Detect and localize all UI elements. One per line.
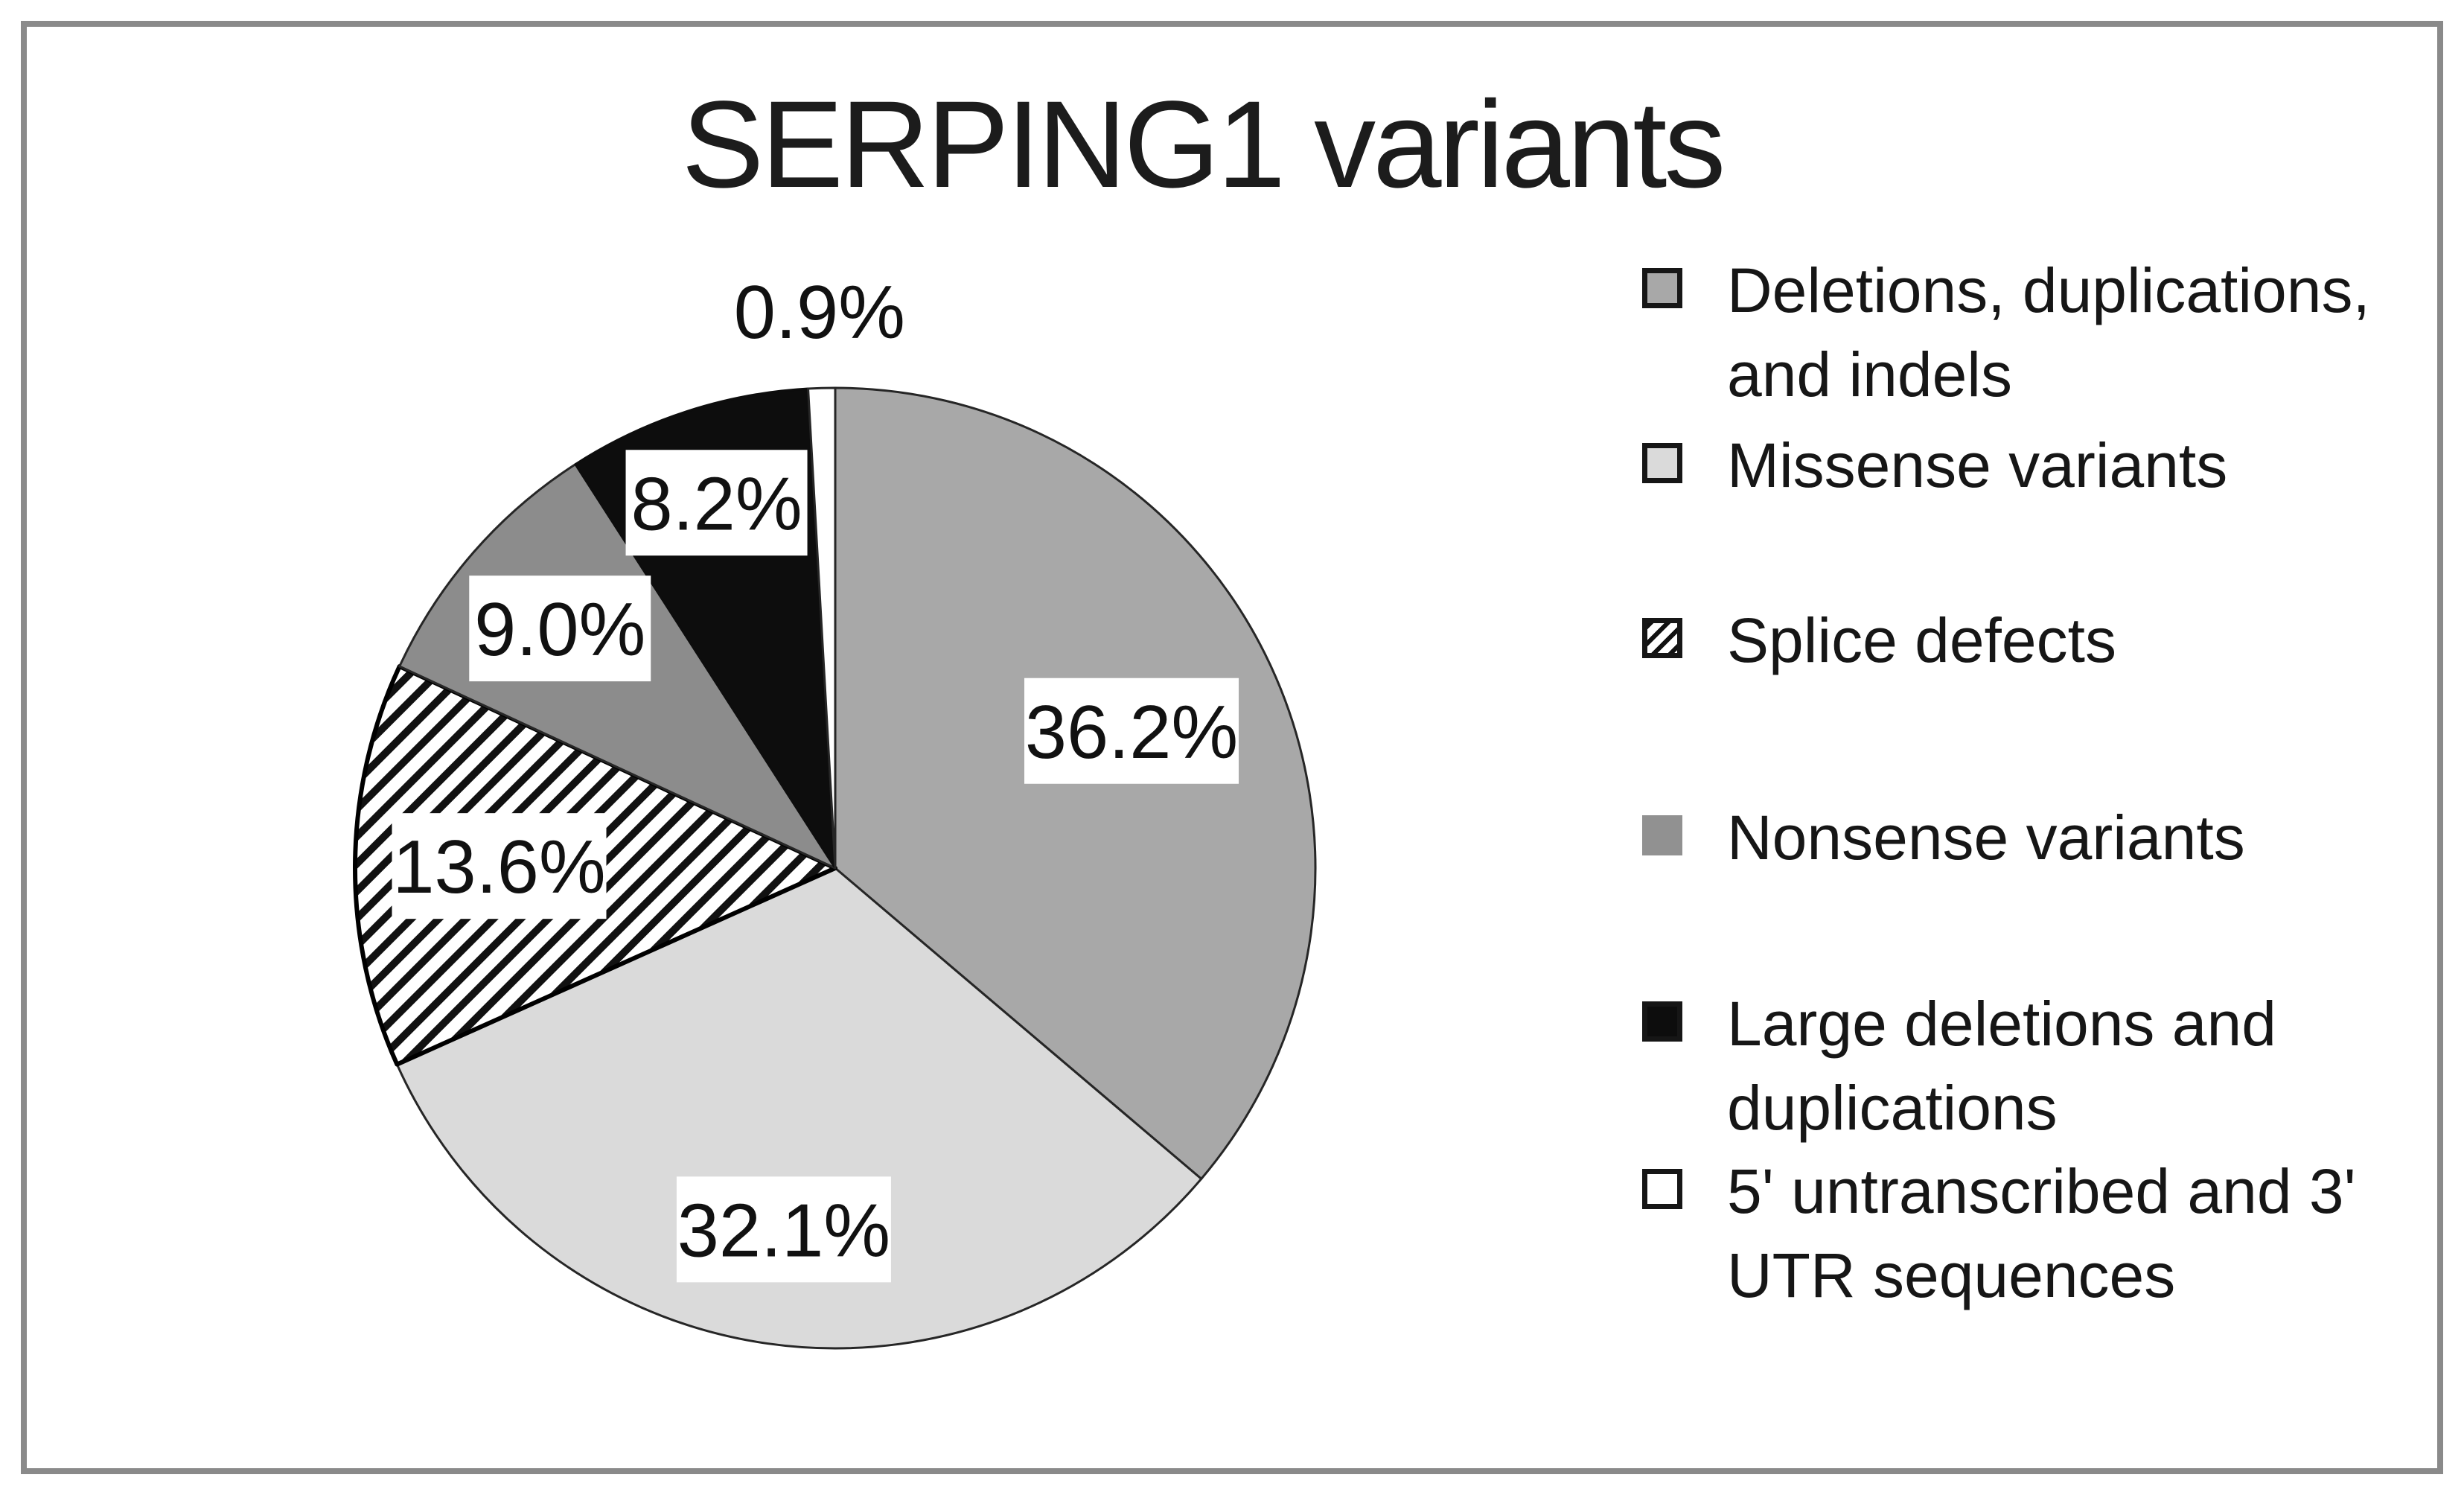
legend-swatch-icon-3 — [1642, 815, 1682, 855]
legend-label-line: duplications — [1727, 1073, 2058, 1143]
pie-label-box-4 — [625, 450, 808, 556]
pie-label-3: 9.0% — [474, 588, 645, 672]
pie-label-1: 32.1% — [677, 1189, 890, 1272]
legend-item-label: Large deletions and duplications — [1727, 982, 2276, 1150]
pie-label-box-2 — [392, 813, 607, 919]
legend-label-line: Deletions, duplications, — [1727, 255, 2370, 325]
legend-label-line: and indels — [1727, 340, 2012, 409]
pie-slice-1 — [395, 867, 1203, 1350]
chart-legend: Deletions, duplications, and indels Missen… — [1642, 0, 2424, 1495]
legend-swatch-icon-1 — [1642, 443, 1682, 483]
pie-label-0: 36.2% — [1025, 691, 1238, 774]
pie-label-box-1 — [676, 1176, 891, 1283]
legend-item-5: 5' untranscribed and 3' UTR sequences — [1642, 1150, 2356, 1318]
pie-slice-5 — [807, 386, 837, 870]
legend-item-3: Nonsense variants — [1642, 796, 2245, 880]
legend-item-2: Splice defects — [1642, 599, 2116, 683]
legend-label-line: 5' untranscribed and 3' — [1727, 1156, 2356, 1226]
legend-item-0: Deletions, duplications, and indels — [1642, 249, 2370, 417]
legend-item-label: 5' untranscribed and 3' UTR sequences — [1727, 1150, 2356, 1318]
legend-label-line: Missense variants — [1727, 430, 2228, 500]
legend-swatch-icon-0 — [1642, 268, 1682, 308]
pie-label-2: 13.6% — [392, 826, 605, 909]
legend-item-label: Deletions, duplications, and indels — [1727, 249, 2370, 417]
legend-label-line: Large deletions and — [1727, 989, 2276, 1059]
legend-item-1: Missense variants — [1642, 424, 2227, 508]
legend-label-line: Nonsense variants — [1727, 803, 2245, 873]
pie-label-4: 8.2% — [631, 462, 802, 546]
legend-item-label: Missense variants — [1727, 424, 2227, 508]
pie-chart-area: 36.2% 32.1% 13.6% 9.0% 8.2% 0.9% — [298, 261, 1414, 1422]
legend-swatch-icon-2 — [1642, 618, 1682, 658]
legend-label-line: Splice defects — [1727, 605, 2116, 675]
pie-label-5: 0.9% — [734, 271, 905, 354]
pie-label-box-0 — [1024, 678, 1239, 784]
chart-title: SERPING1 variants — [681, 76, 1726, 214]
legend-item-label: Nonsense variants — [1727, 796, 2245, 880]
legend-item-4: Large deletions and duplications — [1642, 982, 2276, 1150]
legend-swatch-icon-4 — [1642, 1001, 1682, 1042]
legend-label-line: UTR sequences — [1727, 1240, 2176, 1310]
pie-label-box-3 — [469, 576, 651, 682]
pie-chart: 36.2% 32.1% 13.6% 9.0% 8.2% 0.9% — [353, 271, 1317, 1350]
legend-item-label: Splice defects — [1727, 599, 2116, 683]
legend-swatch-icon-5 — [1642, 1169, 1682, 1209]
